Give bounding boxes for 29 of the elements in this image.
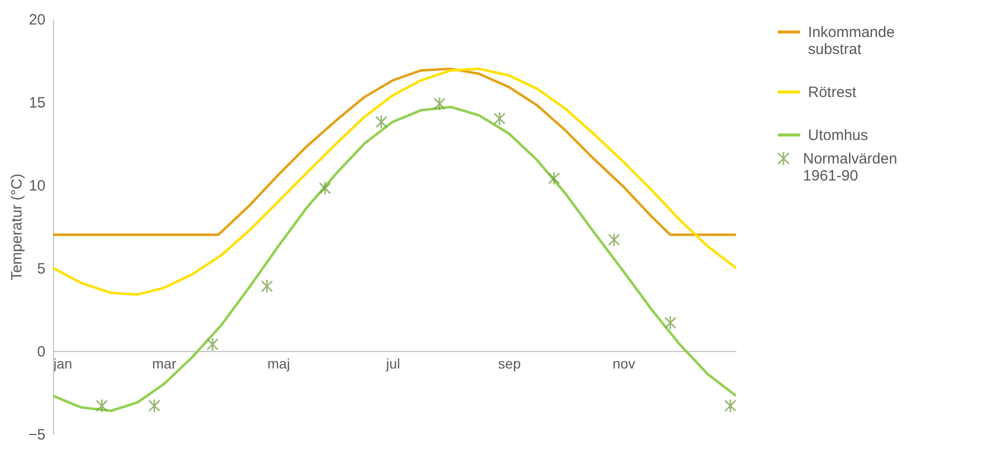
point (494, 112, 506, 126)
x-tick-label: nov (612, 356, 636, 372)
y-tick-label: 10 (28, 178, 46, 194)
y-tick-label: 20 (28, 12, 46, 28)
y-axis-title: Temperatur (°C) (8, 174, 26, 280)
y-tick-label: 0 (37, 344, 46, 360)
legend-label: Rötrest (808, 84, 858, 101)
point (206, 337, 218, 352)
legend-label: Normalvärden 1961-90 (803, 150, 898, 184)
x-tick-label: jul (385, 356, 400, 372)
point (548, 171, 560, 186)
point (148, 398, 160, 413)
point (664, 316, 676, 330)
legend-label: Inkommande substrat (808, 24, 895, 58)
point (375, 114, 388, 129)
y-tick-label: −5 (28, 426, 46, 444)
y-tick-label: 5 (37, 260, 46, 278)
point (260, 279, 273, 294)
point (96, 398, 108, 413)
x-tick-label: jan (52, 356, 72, 372)
y-tick-label: 15 (28, 94, 46, 112)
point (319, 181, 332, 196)
x-tick-label: maj (267, 356, 290, 372)
point (434, 96, 446, 111)
legend-label: Utomhus (808, 127, 868, 144)
x-tick-label: mar (152, 356, 177, 372)
x-tick-label: sep (498, 356, 521, 372)
point (608, 232, 620, 247)
point (724, 398, 736, 413)
